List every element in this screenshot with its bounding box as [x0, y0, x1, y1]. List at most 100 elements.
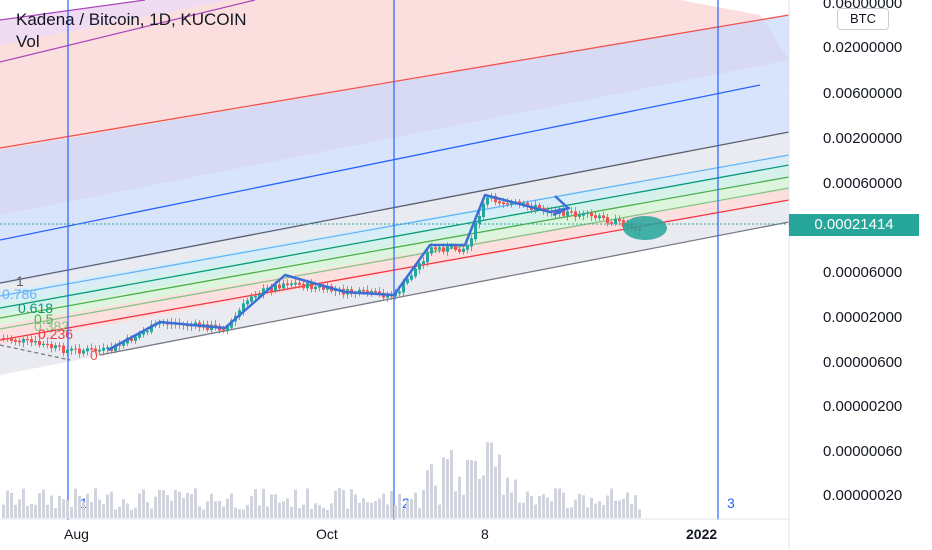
- volume-bar: [138, 493, 141, 518]
- x-axis[interactable]: Aug Oct 8 2022: [64, 526, 717, 542]
- volume-bar: [278, 502, 281, 518]
- volume-bar: [274, 494, 277, 518]
- candle-body: [46, 343, 49, 346]
- candle-body: [510, 201, 513, 205]
- volume-label[interactable]: Vol: [16, 32, 40, 51]
- y-tick-6: 0.00006000: [823, 264, 902, 281]
- volume-bar: [514, 479, 517, 518]
- candle-body: [22, 338, 25, 343]
- candle-body: [314, 286, 317, 290]
- volume-bar: [518, 502, 521, 518]
- candle-body: [430, 247, 433, 254]
- volume-bar: [294, 489, 297, 518]
- candle-body: [26, 338, 29, 341]
- candle-body: [98, 349, 101, 352]
- candle-body: [474, 222, 477, 240]
- candle-body: [578, 214, 581, 217]
- volume-bar: [262, 488, 265, 518]
- fib-labels: 1 0.786 0.618 0.5 0.382 0.236 0: [2, 273, 98, 363]
- candle-body: [398, 291, 401, 294]
- candle-body: [18, 340, 21, 343]
- fib-label-1: 1: [16, 273, 24, 289]
- volume-bar: [218, 500, 221, 518]
- volume-bar: [122, 499, 125, 518]
- candle-body: [582, 213, 585, 216]
- candle-body: [454, 245, 457, 250]
- volume-bar: [474, 460, 477, 518]
- volume-bar: [110, 491, 113, 518]
- candle-body: [242, 303, 245, 312]
- volume-bar: [606, 495, 609, 518]
- volume-bar: [626, 492, 629, 518]
- y-tick-2: 0.00600000: [823, 85, 902, 102]
- y-tick-8: 0.00000600: [823, 354, 902, 371]
- volume-bar: [290, 506, 293, 518]
- volume-bar: [126, 503, 129, 518]
- candle-body: [614, 218, 617, 224]
- candle-body: [470, 238, 473, 247]
- candle-body: [502, 202, 505, 205]
- symbol-title[interactable]: Kadena / Bitcoin, 1D, KUCOIN: [16, 10, 247, 29]
- volume-bar: [634, 495, 637, 518]
- candle-body: [450, 245, 453, 248]
- candle-body: [506, 203, 509, 205]
- volume-bar: [242, 509, 245, 518]
- volume-bar: [322, 507, 325, 518]
- candle-body: [74, 348, 77, 350]
- volume-bar: [342, 489, 345, 518]
- volume-bar: [338, 488, 341, 518]
- y-tick-10: 0.00000060: [823, 443, 902, 460]
- volume-bar: [186, 492, 189, 518]
- volume-bar: [490, 442, 493, 518]
- candle-body: [130, 337, 133, 341]
- candle-body: [562, 208, 565, 216]
- volume-bar: [630, 503, 633, 518]
- candle-body: [486, 197, 489, 205]
- volume-bar: [14, 504, 17, 518]
- volume-bar: [166, 495, 169, 518]
- volume-bar: [566, 507, 569, 518]
- candle-body: [294, 282, 297, 285]
- volume-bar: [198, 506, 201, 518]
- candle-body: [86, 348, 89, 352]
- candle-body: [618, 218, 621, 222]
- volume-bar: [26, 505, 29, 518]
- candle-body: [150, 324, 153, 332]
- volume-bar: [210, 493, 213, 518]
- candle-body: [606, 217, 609, 224]
- volume-bar: [62, 499, 65, 518]
- volume-bar: [558, 488, 561, 518]
- candle-body: [570, 211, 573, 213]
- candle-body: [50, 344, 53, 349]
- volume-bar: [494, 466, 497, 518]
- volume-bar: [154, 496, 157, 518]
- volume-bar: [426, 470, 429, 518]
- y-axis[interactable]: 0.06000000 0.02000000 0.00600000 0.00200…: [823, 0, 902, 504]
- currency-badge[interactable]: BTC: [837, 8, 889, 30]
- volume-bar: [146, 502, 149, 518]
- candle-body: [226, 326, 229, 332]
- volume-bar: [222, 506, 225, 518]
- fib-label-0.382: 0.382: [34, 318, 69, 334]
- y-tick-3: 0.00200000: [823, 130, 902, 147]
- candle-body: [134, 336, 137, 341]
- volume-bar: [226, 498, 229, 518]
- volume-bar: [602, 504, 605, 518]
- price-highlight: [623, 216, 667, 240]
- volume-bar: [378, 498, 381, 518]
- volume-bar: [622, 498, 625, 518]
- volume-bar: [70, 507, 73, 518]
- volume-bar: [470, 460, 473, 518]
- candle-body: [574, 211, 577, 217]
- candle-body: [298, 282, 301, 285]
- x-tick-8: 8: [481, 526, 489, 542]
- volume-bar: [54, 508, 57, 518]
- volume-bar: [190, 494, 193, 518]
- candle-body: [6, 338, 9, 340]
- volume-bar: [362, 498, 365, 518]
- volume-bar: [230, 493, 233, 518]
- volume-bar: [130, 509, 133, 518]
- volume-bar: [414, 492, 417, 518]
- candle-body: [270, 287, 273, 292]
